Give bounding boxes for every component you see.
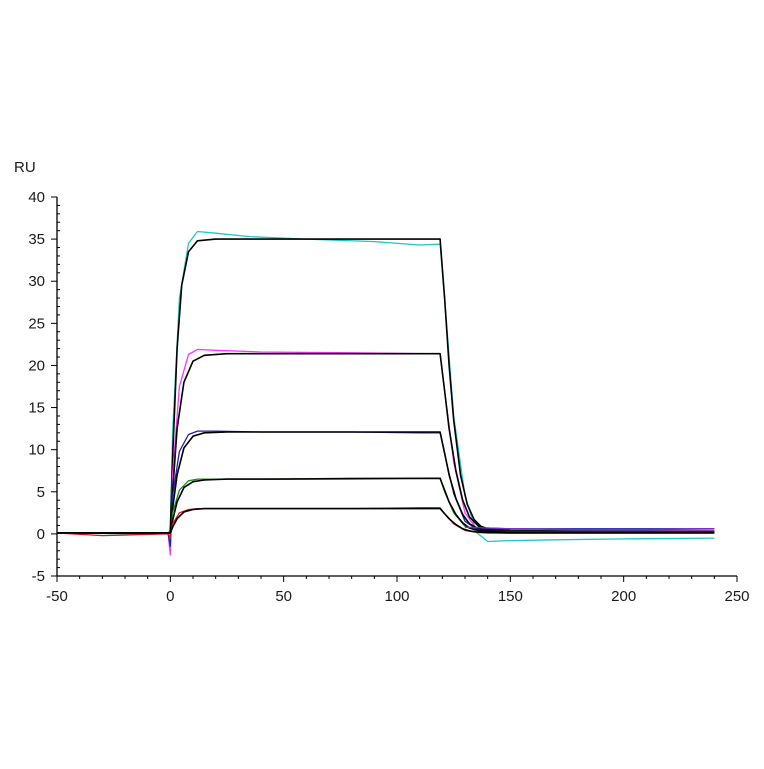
- y-tick-label: 15: [28, 400, 45, 417]
- series-line-0: [56, 230, 715, 543]
- x-tick-label: 100: [384, 588, 409, 605]
- series-layer: [56, 230, 715, 556]
- series-line-7: [57, 477, 715, 534]
- series-line-10: [464, 526, 715, 531]
- series-line-5: [57, 431, 715, 534]
- series-line-2: [57, 348, 715, 556]
- y-tick-label: 35: [28, 231, 45, 248]
- series-line-3: [57, 352, 715, 534]
- x-tick-label: 0: [166, 588, 174, 605]
- y-tick-label: 40: [28, 189, 45, 206]
- y-tick-label: 0: [37, 526, 45, 543]
- y-axis-label: RU: [14, 159, 36, 176]
- x-tick-label: 50: [275, 588, 292, 605]
- series-line-9: [57, 507, 715, 534]
- y-tick-label: -5: [32, 568, 45, 585]
- x-tick-label: -50: [46, 588, 68, 605]
- y-tick-label: 30: [28, 273, 45, 290]
- series-line-1: [57, 238, 715, 534]
- x-tick-label: 250: [724, 588, 749, 605]
- x-tick-label: 200: [611, 588, 636, 605]
- y-tick-label: 20: [28, 357, 45, 374]
- x-tick-label: 150: [498, 588, 523, 605]
- y-tick-label: 5: [37, 484, 45, 501]
- y-tick-label: 10: [28, 442, 45, 459]
- y-tick-label: 25: [28, 315, 45, 332]
